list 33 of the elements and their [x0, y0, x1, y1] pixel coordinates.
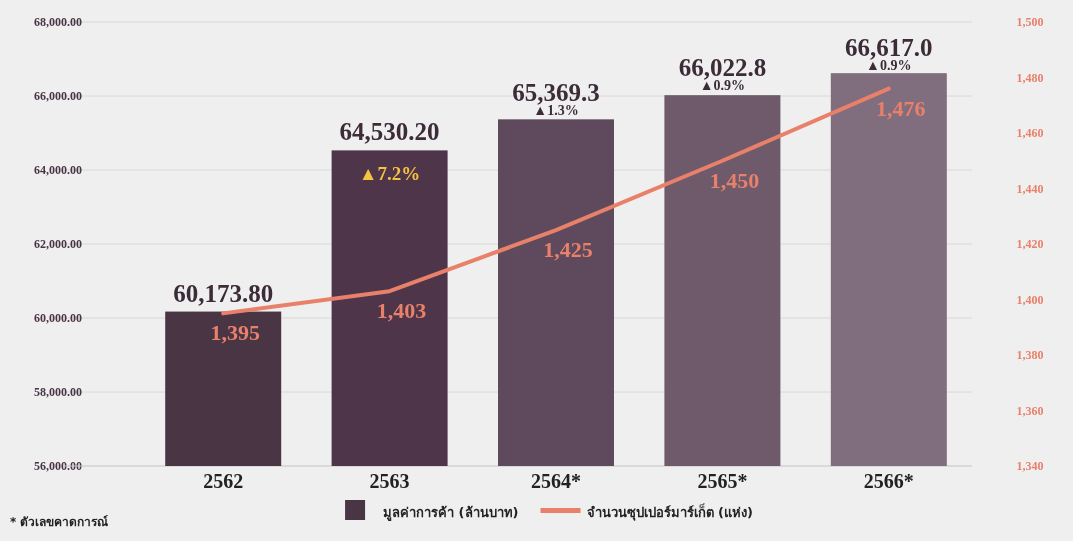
y2-tick-label: 1,380 [1016, 348, 1044, 362]
data-label: 1,395 [210, 320, 260, 346]
y-tick-label: 66,000.00 [34, 89, 82, 103]
y2-tick-label: 1,420 [1016, 237, 1044, 251]
x-tick-label: 2566* [863, 470, 914, 492]
legend-label: จำนวนซุปเปอร์มาร์เก็ต (แห่ง) [586, 503, 753, 521]
y-tick-label: 64,000.00 [34, 163, 82, 177]
y2-tick-label: 1,340 [1016, 459, 1044, 473]
y2-tick-label: 1,460 [1016, 126, 1044, 140]
x-tick-label: 2562 [203, 470, 244, 492]
data-label: 1,403 [376, 298, 427, 324]
data-label: 60,173.80 [173, 279, 274, 307]
y2-tick-label: 1,480 [1016, 70, 1044, 85]
y-tick-label: 60,000.00 [34, 311, 82, 325]
annotation: ▲7.2% [358, 163, 421, 185]
y2-tick-label: 1,360 [1016, 403, 1044, 418]
y2-tick-label: 1,400 [1016, 292, 1044, 307]
data-label: 1,450 [709, 167, 760, 193]
y2-tick-label: 1,500 [1016, 15, 1044, 29]
text: * ตัวเลขคาดการณ์ [10, 515, 109, 529]
y-tick-label: 68,000.00 [34, 15, 82, 29]
x-tick-label: 2563 [369, 470, 410, 492]
data-label: 1,476 [876, 95, 926, 121]
y-tick-label: 58,000.00 [34, 385, 82, 399]
legend-label: มูลค่าการค้า (ล้านบาท) [383, 505, 519, 521]
data-label: 1,425 [543, 237, 593, 263]
data-label: 64,530.20 [339, 118, 440, 146]
y2-tick-label: 1,440 [1016, 181, 1044, 196]
y-tick-label: 56,000.00 [34, 459, 82, 473]
data-label: 65,369.3 [512, 78, 600, 106]
x-tick-label: 2565* [697, 470, 748, 492]
y-tick-label: 62,000.00 [34, 237, 82, 251]
x-tick-label: 2564* [531, 470, 581, 492]
